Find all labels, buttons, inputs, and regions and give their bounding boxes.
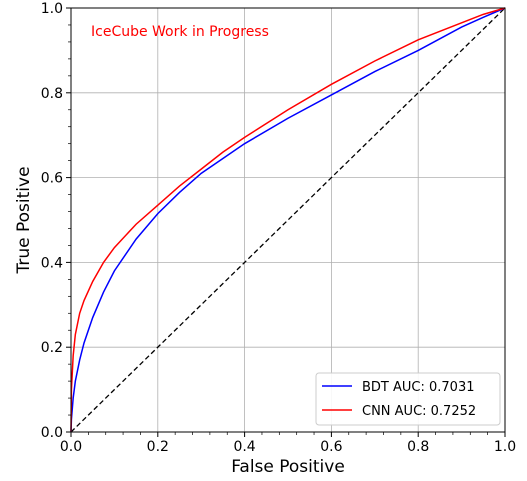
plot-frame [70, 7, 506, 433]
series-line-bdt [70, 7, 506, 433]
y-tick-label: 1.0 [41, 1, 63, 17]
random-guess-diagonal [70, 7, 506, 433]
y-tick-label: 0.2 [41, 340, 63, 356]
y-tick-label: 0.6 [41, 171, 63, 187]
legend-box [315, 372, 501, 426]
grid [70, 7, 506, 433]
x-tick-label: 0.2 [147, 439, 169, 455]
x-tick-label: 0.4 [233, 439, 255, 455]
legend: BDT AUC: 0.7031 CNN AUC: 0.7252 [315, 372, 501, 426]
x-tick-label: 0.6 [320, 439, 342, 455]
legend-label-cnn: CNN AUC: 0.7252 [362, 404, 476, 419]
y-tick-label: 0.0 [41, 425, 63, 441]
ticks: 0.0 0.2 0.4 0.6 0.8 1.0 0.0 0.2 0.4 0.6 0.8 1.0 [41, 1, 516, 455]
x-axis-label: False Positive [231, 457, 345, 477]
watermark-annotation: IceCube Work in Progress [91, 24, 269, 40]
series-layer [70, 7, 506, 433]
x-tick-label: 0.0 [60, 439, 82, 455]
y-tick-label: 0.4 [41, 255, 63, 271]
x-tick-label: 1.0 [494, 439, 516, 455]
x-tick-label: 0.8 [407, 439, 429, 455]
series-line-cnn [70, 7, 506, 433]
legend-label-bdt: BDT AUC: 0.7031 [362, 380, 475, 395]
y-tick-label: 0.8 [41, 86, 63, 102]
y-axis-label: True Positive [14, 166, 34, 274]
